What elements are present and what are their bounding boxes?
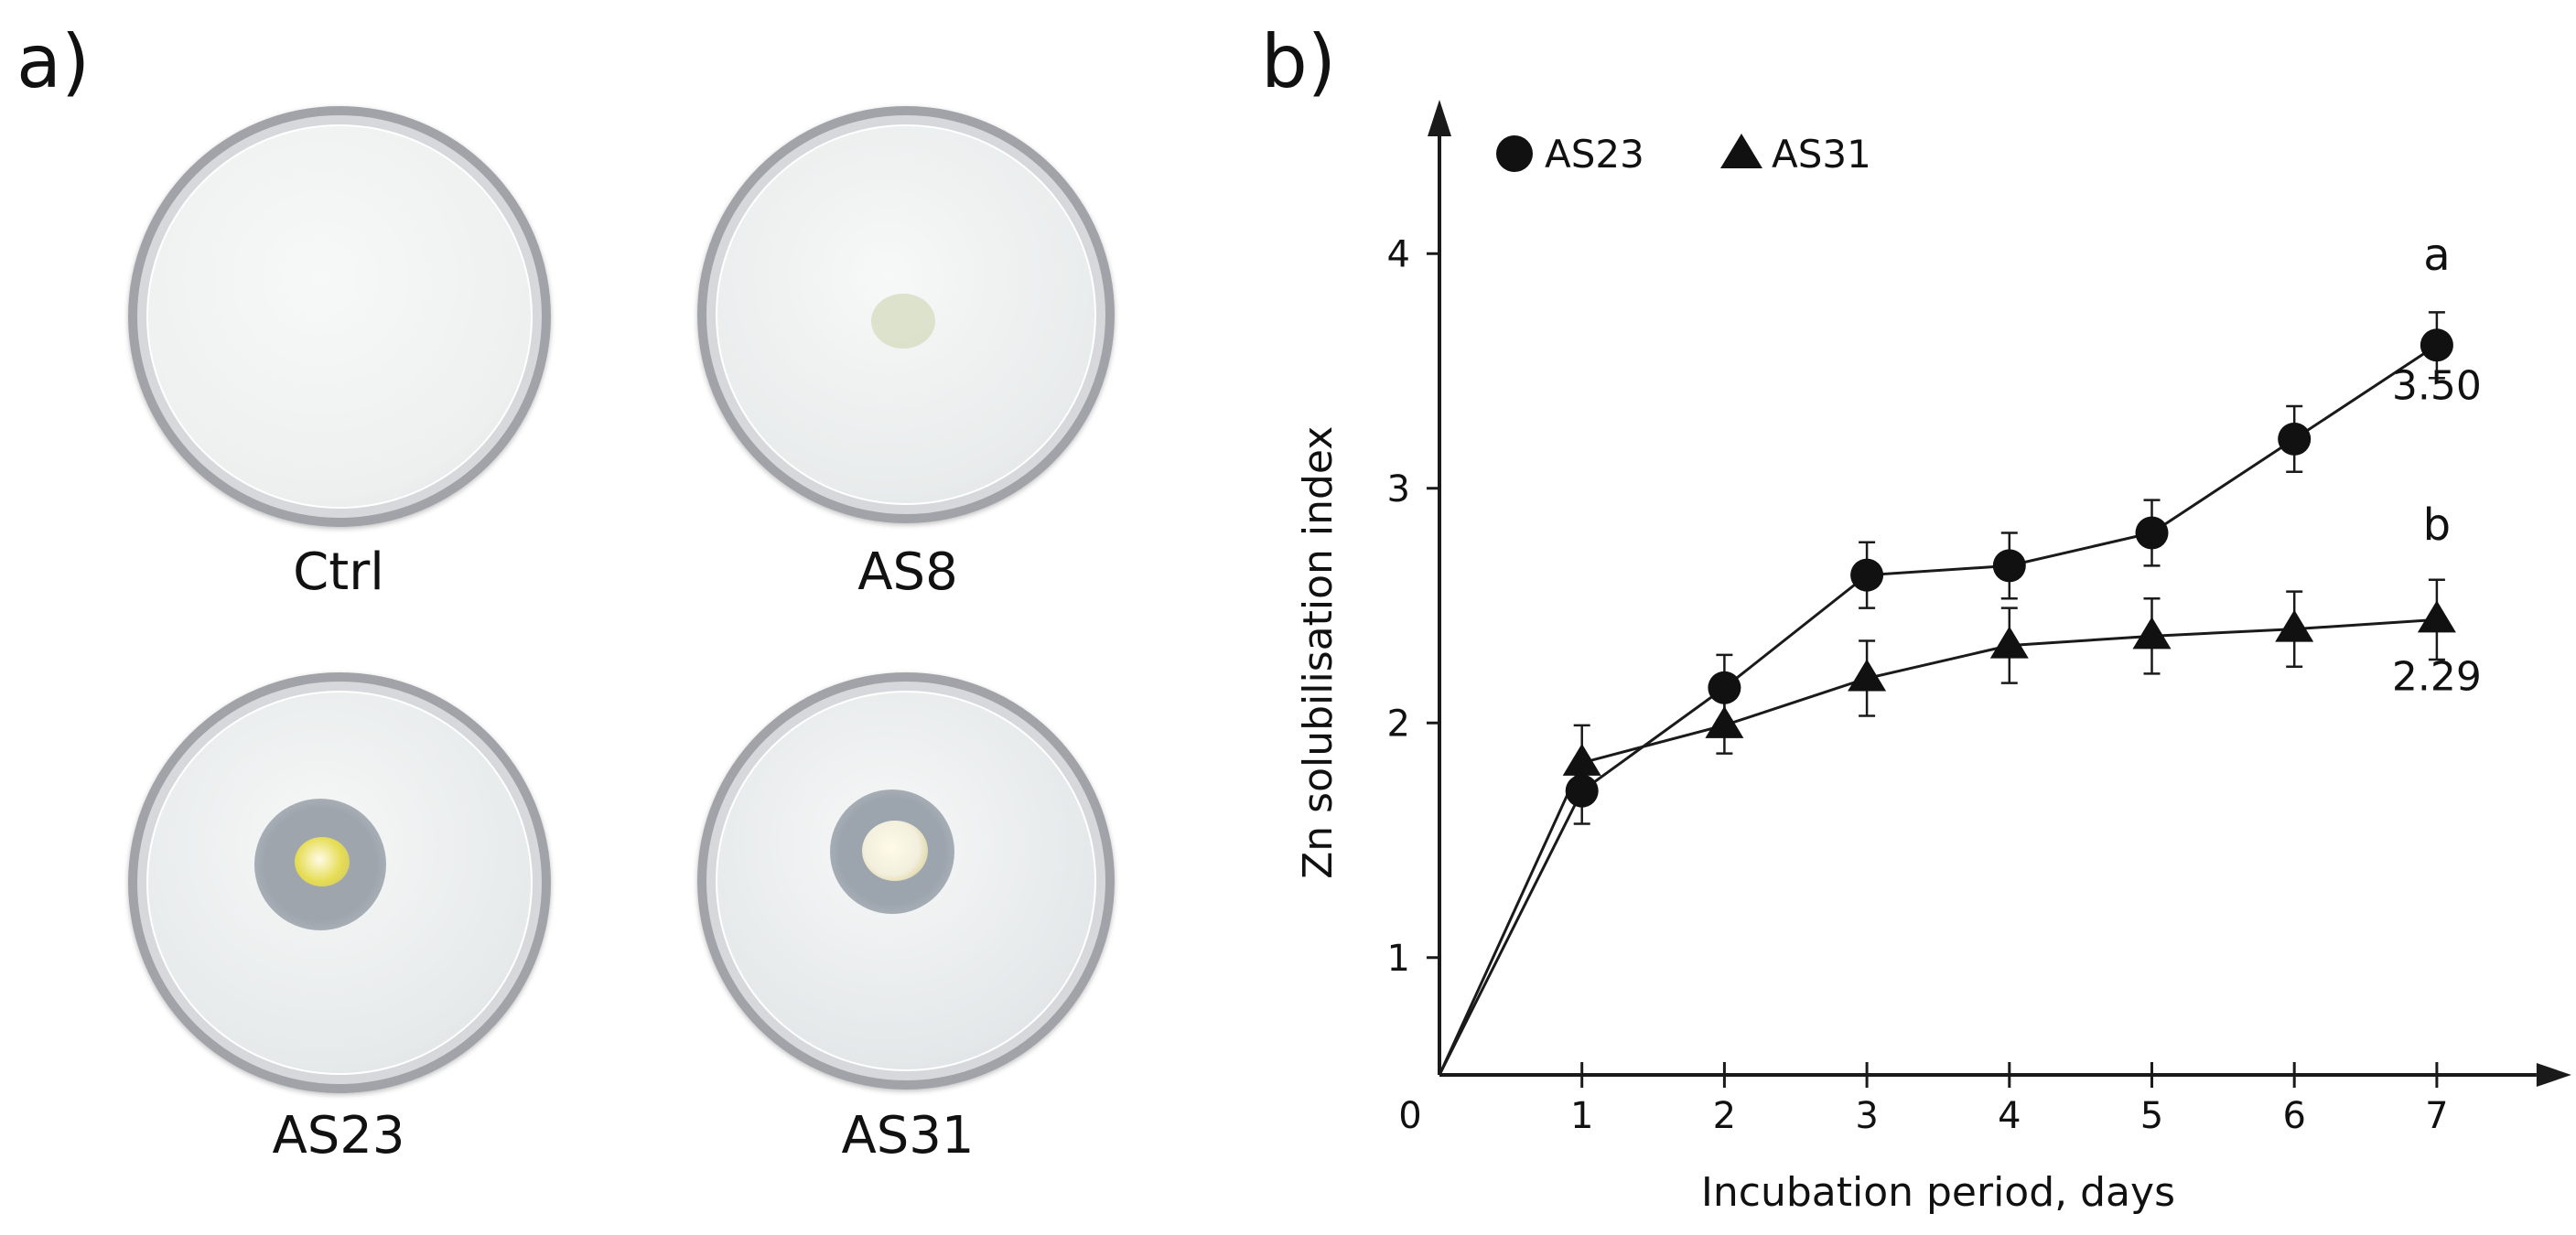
value-annotation: a	[2423, 230, 2450, 281]
panel-a-label: a)	[16, 19, 91, 104]
data-markers	[1562, 328, 2456, 808]
petri-dish-as23	[128, 672, 551, 1093]
series-lines	[1438, 344, 2438, 1076]
x-tick-label: 0	[1398, 1095, 1421, 1137]
x-axis-title: Incubation period, days	[1701, 1169, 2175, 1216]
marker-as31	[1562, 743, 1601, 776]
value-annotation: 3.50	[2392, 362, 2482, 409]
dish-rim	[128, 672, 551, 1093]
value-annotation: 2.29	[2392, 653, 2482, 700]
petri-dish-ctrl	[128, 106, 551, 527]
y-axis-arrowhead	[1428, 100, 1451, 136]
faint-colony	[871, 294, 935, 349]
y-tick-label: 4	[1387, 233, 1410, 275]
x-tick-label: 5	[2140, 1095, 2163, 1137]
marker-as23	[1992, 549, 2026, 583]
marker-as31	[2417, 600, 2456, 633]
agar-surface	[148, 126, 531, 507]
marker-as23	[2278, 422, 2312, 456]
x-tick-label: 3	[1855, 1095, 1878, 1137]
plate-label-ctrl: Ctrl	[293, 542, 384, 602]
dish-rim	[697, 672, 1115, 1090]
y-axis-title: Zn solubilisation index	[1295, 426, 1342, 879]
bacterial-colony	[862, 821, 928, 881]
marker-as31	[2275, 609, 2314, 642]
legend-marker-as23	[1496, 135, 1533, 172]
petri-dish-as8	[697, 106, 1115, 523]
y-tick-label: 1	[1387, 938, 1410, 980]
series-line-as23	[1438, 344, 2438, 1076]
marker-as31	[1705, 705, 1744, 738]
dish-rim	[128, 106, 551, 527]
x-tick-label: 4	[1998, 1095, 2021, 1137]
panel-b-label: b)	[1261, 19, 1336, 104]
marker-as23	[1708, 671, 1741, 704]
plate-label-as23: AS23	[272, 1106, 405, 1165]
chart-axes	[1427, 100, 2571, 1088]
chart-labels: 0 1 2 3 4 5 6 7 1 2 3 4 Incubation period, days Zn so…	[1295, 132, 2482, 1216]
marker-as31	[1989, 626, 2029, 659]
marker-as31	[2132, 617, 2172, 650]
legend-marker-as31	[1720, 134, 1762, 168]
value-annotation: b	[2423, 499, 2451, 551]
plate-label-as8: AS8	[857, 542, 958, 602]
plate-label-as31: AS31	[841, 1106, 975, 1165]
marker-as23	[2135, 516, 2169, 550]
error-bars	[1573, 311, 2445, 825]
marker-as23	[1850, 558, 1884, 592]
marker-as23	[2420, 328, 2453, 362]
x-tick-label: 7	[2425, 1095, 2448, 1137]
y-tick-label: 2	[1387, 703, 1410, 745]
x-tick-label: 2	[1713, 1095, 1736, 1137]
marker-as31	[1848, 659, 1887, 692]
x-axis-arrowhead	[2536, 1063, 2571, 1087]
dish-rim	[697, 106, 1115, 523]
legend-label-as31: AS31	[1772, 132, 1871, 177]
petri-dish-as31	[697, 672, 1115, 1090]
x-tick-label: 1	[1570, 1095, 1593, 1137]
x-tick-label: 6	[2282, 1095, 2305, 1137]
y-tick-label: 3	[1387, 468, 1410, 510]
bacterial-colony	[295, 837, 350, 886]
marker-as23	[1565, 774, 1599, 808]
series-line-as31	[1438, 618, 2437, 1076]
legend-label-as23: AS23	[1545, 132, 1644, 177]
